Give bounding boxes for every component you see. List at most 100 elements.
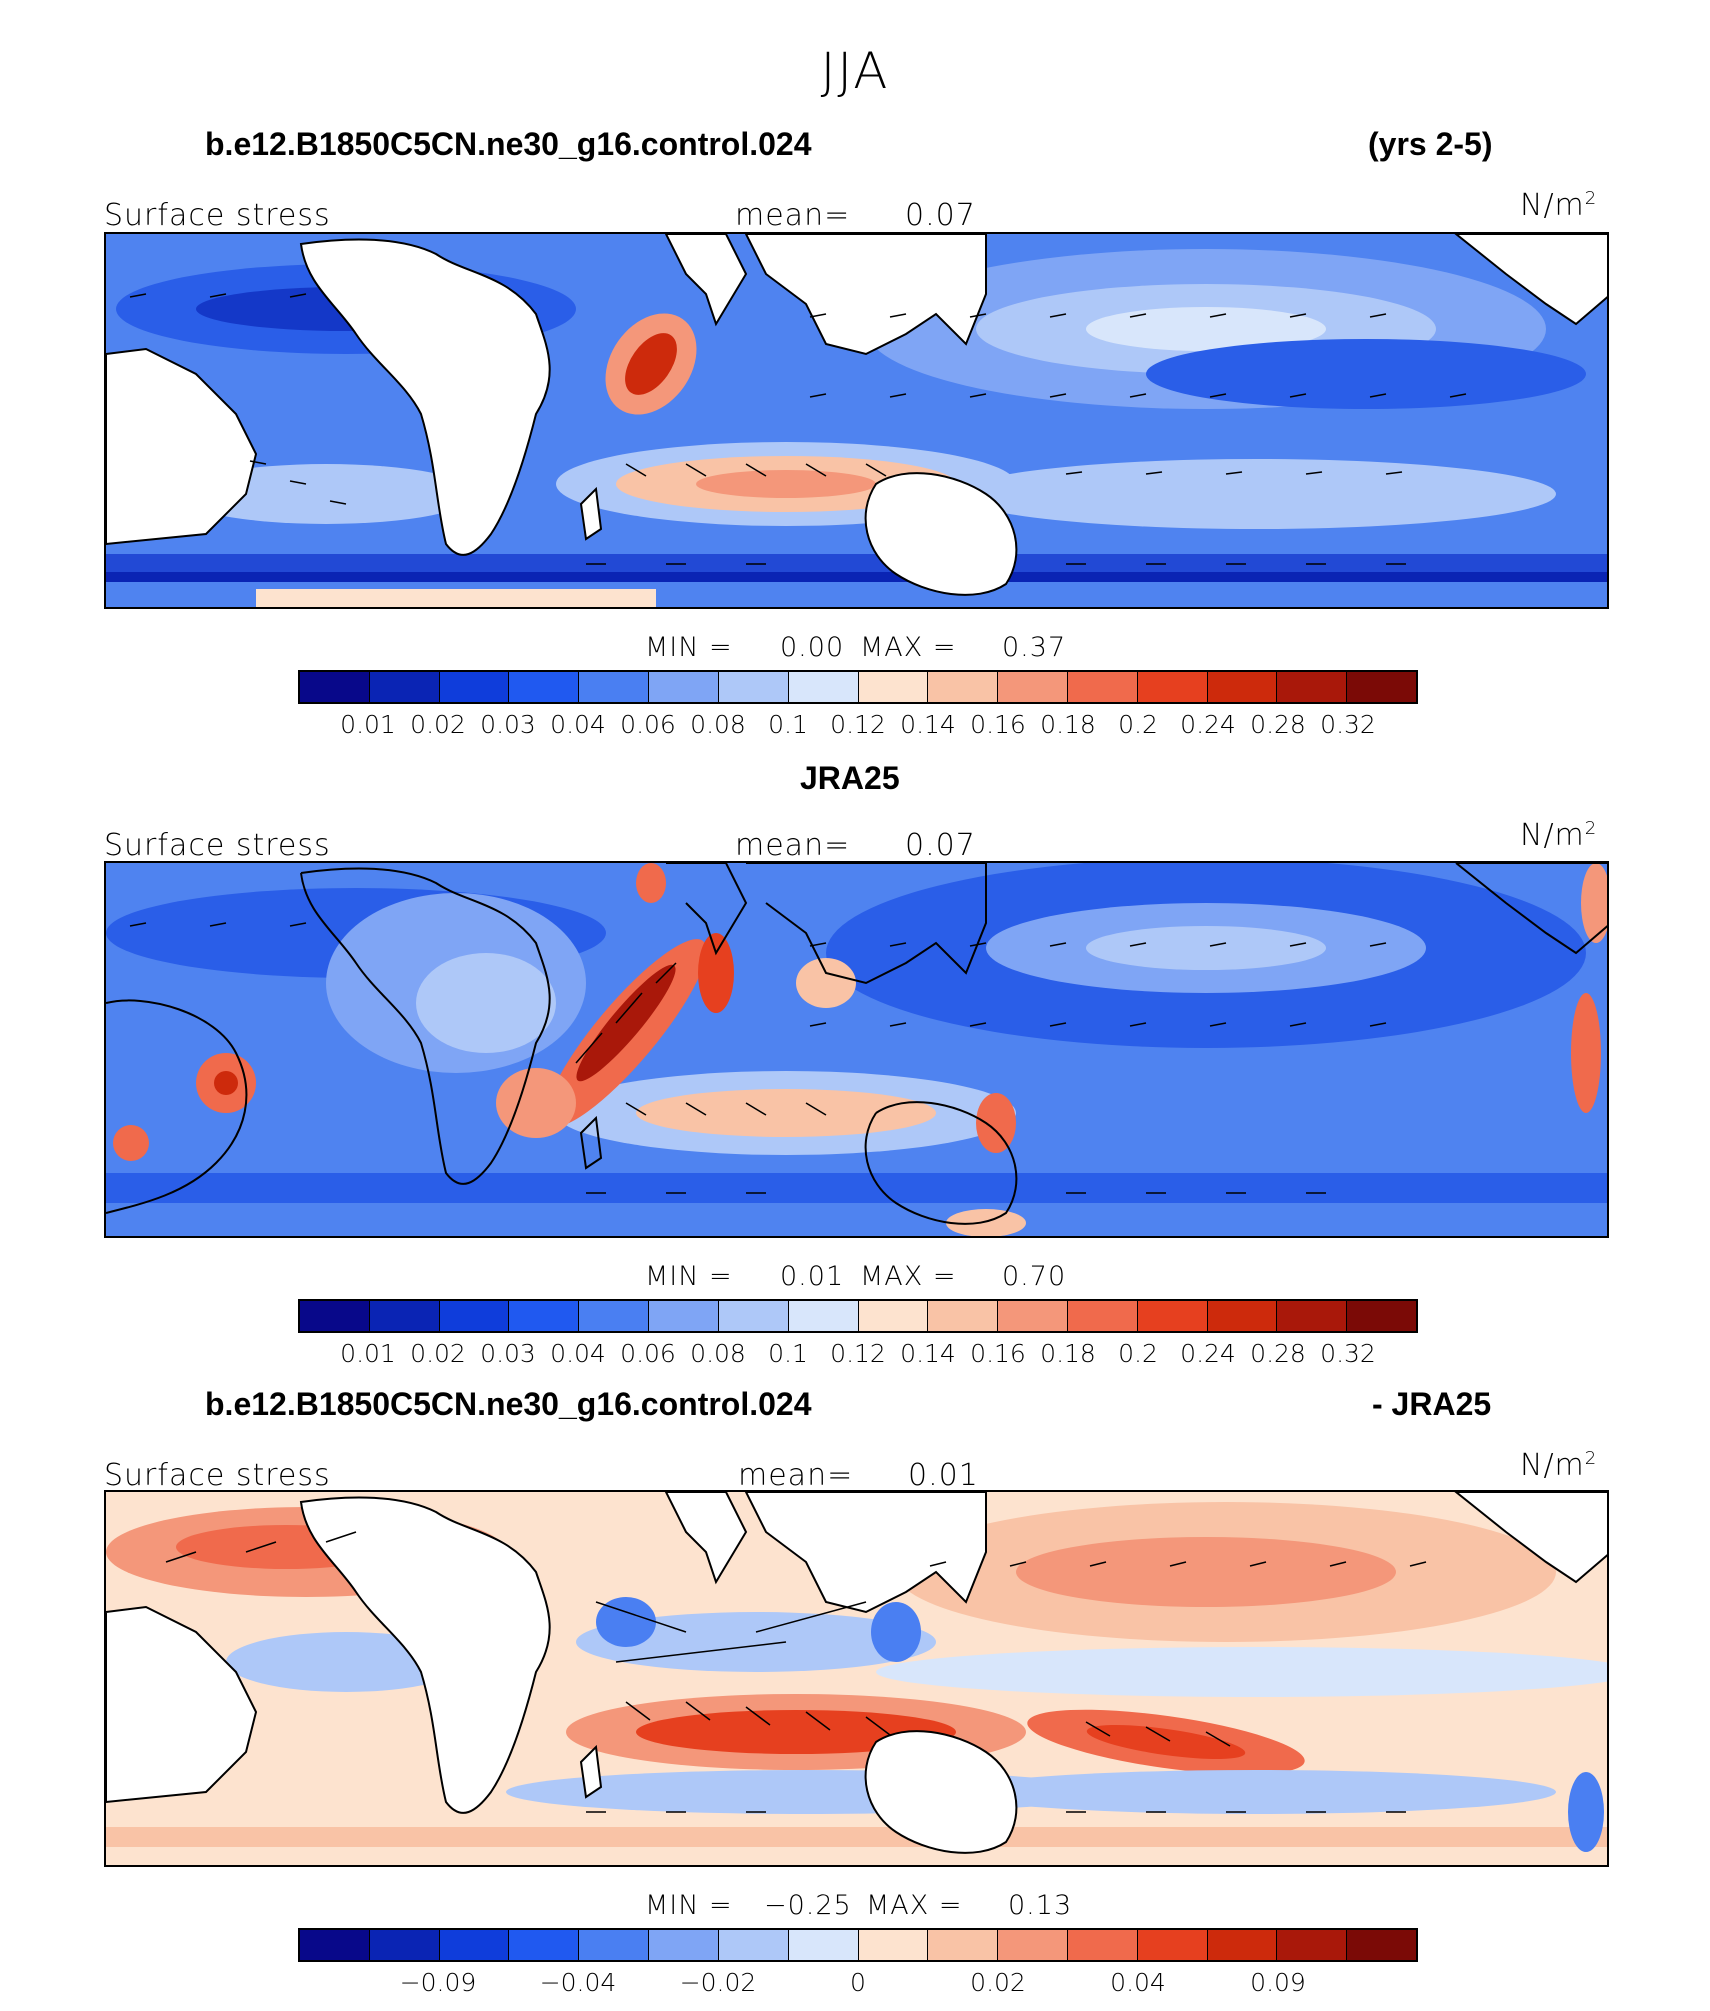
colorbar-tick-label: 0.04 — [550, 1339, 606, 1368]
panel-1-field — [106, 234, 1607, 607]
panel-2-max-value: 0.70 — [1002, 1261, 1067, 1292]
colorbar-tick-label: 0.01 — [340, 1339, 396, 1368]
panel-1-years: (yrs 2-5) — [1368, 126, 1493, 162]
colorbar-tick-label: 0.28 — [1250, 1339, 1306, 1368]
colorbar-tick-label: 0.02 — [410, 710, 466, 739]
panel-1-title: b.e12.B1850C5CN.ne30_g16.control.024 — [205, 126, 812, 162]
panel-2-min-value: 0.01 — [780, 1261, 845, 1292]
panel-1-units: N/m2 — [1520, 188, 1598, 223]
colorbar-swatch — [579, 1301, 650, 1331]
colorbar-swatch — [1137, 672, 1208, 702]
colorbar-swatch — [1207, 672, 1278, 702]
panel-1-map — [104, 232, 1609, 609]
panel-3-subtitle: - JRA25 — [1372, 1386, 1492, 1422]
colorbar-tick-label: 0.18 — [1040, 710, 1096, 739]
colorbar-tick-label: 0.02 — [410, 1339, 466, 1368]
colorbar-swatch — [1067, 1301, 1138, 1331]
panel-3-title: b.e12.B1850C5CN.ne30_g16.control.024 — [205, 1386, 812, 1422]
colorbar-swatch — [788, 672, 859, 702]
page-title: JJA — [820, 42, 890, 100]
colorbar-swatch — [858, 1930, 929, 1960]
colorbar-tick-label: 0.28 — [1250, 710, 1306, 739]
colorbar-swatch — [1207, 1301, 1278, 1331]
panel-3-max-value: 0.13 — [1008, 1890, 1073, 1921]
colorbar-swatch — [649, 1301, 719, 1331]
colorbar-swatch — [300, 1930, 370, 1960]
colorbar-tick-label: 0.1 — [768, 710, 808, 739]
colorbar-swatch — [1137, 1930, 1208, 1960]
colorbar-tick-label: 0.14 — [900, 1339, 956, 1368]
panel-3-mean-label: mean= — [738, 1458, 854, 1493]
colorbar-tick-label: 0.06 — [620, 710, 676, 739]
colorbar-swatch — [928, 1301, 999, 1331]
colorbar-tick-label: 0.06 — [620, 1339, 676, 1368]
colorbar-tick-label: 0.04 — [550, 710, 606, 739]
panel-2-min-label: MIN = — [645, 1261, 733, 1292]
panel-2-units: N/m2 — [1520, 818, 1598, 853]
colorbar-swatch — [579, 672, 650, 702]
panel-3-max-label: MAX = — [866, 1890, 963, 1921]
colorbar-tick-label: 0.03 — [480, 1339, 536, 1368]
panel-1-vectors — [129, 293, 1467, 565]
colorbar-swatch — [1277, 672, 1348, 702]
colorbar-tick-label: 0.16 — [970, 1339, 1026, 1368]
colorbar-tick-label: 0.08 — [690, 710, 746, 739]
colorbar-tick-label: 0.1 — [768, 1339, 808, 1368]
colorbar-swatch — [788, 1930, 859, 1960]
colorbar-swatch — [1347, 1930, 1416, 1960]
panel-2-title: JRA25 — [800, 760, 900, 796]
colorbar-tick-label: 0.12 — [830, 1339, 886, 1368]
panel-2-mean-value: 0.07 — [905, 828, 976, 863]
colorbar-swatch — [998, 1930, 1068, 1960]
panel-2-vectors — [129, 922, 1387, 1194]
colorbar-tick-label: −0.04 — [539, 1968, 617, 1997]
colorbar-swatch — [649, 672, 719, 702]
colorbar-swatch — [718, 672, 789, 702]
panel-2-variable: Surface stress — [104, 828, 331, 863]
panel-2-field — [106, 863, 1607, 1236]
panel-1-colorbar — [298, 670, 1418, 704]
panel-3-field — [106, 1492, 1607, 1865]
colorbar-tick-label: 0.2 — [1118, 1339, 1158, 1368]
colorbar-tick-label: 0.32 — [1320, 1339, 1376, 1368]
colorbar-swatch — [858, 1301, 929, 1331]
colorbar-swatch — [998, 1301, 1068, 1331]
colorbar-swatch — [1137, 1301, 1208, 1331]
colorbar-tick-label: 0.02 — [970, 1968, 1026, 1997]
panel-3-variable: Surface stress — [104, 1458, 331, 1493]
panel-1-min-value: 0.00 — [780, 632, 845, 663]
colorbar-tick-label: −0.02 — [679, 1968, 757, 1997]
colorbar-swatch — [439, 1930, 510, 1960]
panel-3-min-label: MIN = — [645, 1890, 733, 1921]
colorbar-tick-label: −0.09 — [399, 1968, 477, 1997]
colorbar-swatch — [439, 672, 510, 702]
colorbar-tick-label: 0.24 — [1180, 1339, 1236, 1368]
panel-2-max-label: MAX = — [860, 1261, 957, 1292]
colorbar-tick-label: 0.09 — [1250, 1968, 1306, 1997]
colorbar-swatch — [1347, 672, 1416, 702]
panel-2-mean-label: mean= — [735, 828, 851, 863]
colorbar-swatch — [1277, 1930, 1348, 1960]
panel-3-vectors — [165, 1531, 1427, 1813]
panel-1-max-label: MAX = — [860, 632, 957, 663]
colorbar-swatch — [718, 1930, 789, 1960]
colorbar-swatch — [579, 1930, 650, 1960]
colorbar-tick-label: 0.14 — [900, 710, 956, 739]
colorbar-tick-label: 0.03 — [480, 710, 536, 739]
colorbar-swatch — [509, 1930, 580, 1960]
panel-3-min-value: −0.25 — [764, 1890, 852, 1921]
colorbar-tick-label: 0.08 — [690, 1339, 746, 1368]
panel-2-map — [104, 861, 1609, 1238]
colorbar-tick-label: 0.01 — [340, 710, 396, 739]
colorbar-swatch — [1067, 672, 1138, 702]
colorbar-swatch — [718, 1301, 789, 1331]
colorbar-tick-label: 0.32 — [1320, 710, 1376, 739]
colorbar-tick-label: 0.24 — [1180, 710, 1236, 739]
colorbar-swatch — [369, 1301, 440, 1331]
panel-2-colorbar — [298, 1299, 1418, 1333]
panel-1-min-label: MIN = — [645, 632, 733, 663]
colorbar-swatch — [439, 1301, 510, 1331]
panel-3-map — [104, 1490, 1609, 1867]
colorbar-tick-label: 0 — [850, 1968, 866, 1997]
panel-1-max-value: 0.37 — [1002, 632, 1067, 663]
